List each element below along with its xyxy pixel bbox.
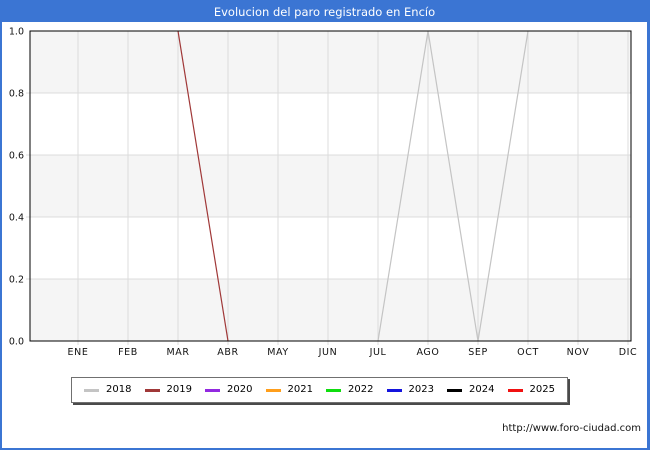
legend-item-2024: 2024: [447, 385, 494, 395]
x-tick-label: FEB: [118, 347, 138, 358]
series-line-2018: [377, 30, 529, 342]
legend-item-2022: 2022: [326, 385, 373, 395]
x-tick-label: AGO: [417, 347, 440, 358]
x-tick-label: JUL: [369, 347, 387, 358]
x-tick-label: JUN: [318, 347, 338, 358]
y-tick-label: 0.2: [9, 275, 24, 286]
legend-label: 2019: [166, 384, 192, 395]
y-tick-label: 0.8: [9, 89, 24, 100]
legend-swatch-2021: [265, 388, 281, 392]
legend-label: 2024: [469, 384, 495, 395]
legend-item-2025: 2025: [507, 384, 555, 395]
legend-label: 2023: [408, 384, 434, 395]
x-tick-label: OCT: [517, 347, 539, 358]
legend-label: 2022: [348, 384, 374, 395]
plot-band: [30, 155, 631, 217]
x-tick-label: ABR: [217, 347, 238, 358]
legend-swatch-2025: [507, 388, 523, 392]
legend-label: 2018: [106, 384, 132, 395]
y-tick-label: 0.0: [9, 337, 24, 348]
legend-label: 2020: [227, 384, 253, 395]
y-tick-label: 0.6: [9, 151, 24, 162]
y-tick-label: 0.4: [9, 213, 24, 224]
legend-label: 2021: [287, 384, 313, 395]
legend-item-2021: 2021: [265, 384, 313, 395]
x-tick-label: MAY: [267, 347, 289, 358]
x-tick-label: DIC: [619, 347, 638, 358]
x-tick-label: SEP: [468, 347, 488, 358]
chart-title: Evolucion del paro registrado en Encío: [213, 5, 436, 19]
legend-item-2019: 2019: [144, 384, 192, 395]
legend-swatch-2019: [144, 388, 160, 392]
footer-url[interactable]: http://www.foro-ciudad.com: [502, 423, 641, 434]
x-tick-label: NOV: [567, 347, 590, 358]
legend-item-2023: 2023: [386, 384, 434, 395]
x-tick-label: ENE: [68, 347, 89, 358]
legend-swatch-2018: [84, 388, 99, 392]
legend-swatch-2022: [326, 388, 341, 392]
x-tick-label: MAR: [166, 347, 189, 358]
legend-swatch-2020: [205, 388, 220, 392]
y-tick-label: 1.0: [9, 27, 24, 38]
plot-band: [30, 31, 631, 93]
legend-swatch-2023: [386, 388, 402, 392]
series-line-2019: [177, 30, 229, 342]
plot-frame: [29, 30, 632, 342]
legend-item-2020: 2020: [205, 385, 252, 395]
title-bar: Evolucion del paro registrado en Encío: [2, 2, 647, 22]
legend-item-2018: 2018: [84, 385, 131, 395]
legend-box: 2018 2019 2020 2021 2022 2023 2024 2025: [71, 377, 568, 403]
legend-label: 2025: [529, 384, 555, 395]
legend-swatch-2024: [447, 388, 462, 392]
plot-band: [30, 279, 631, 341]
